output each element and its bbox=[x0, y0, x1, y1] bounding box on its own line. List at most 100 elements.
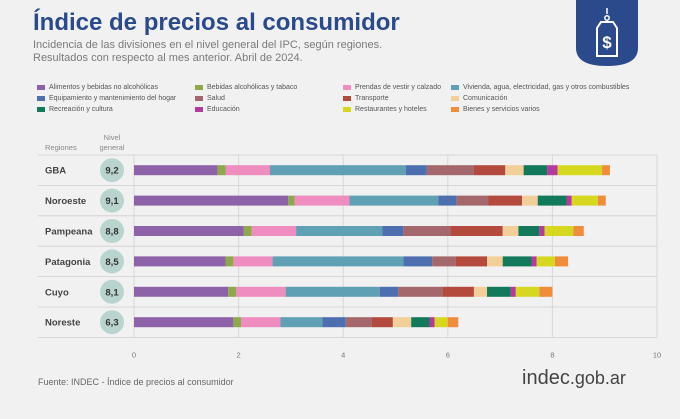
bar-segment bbox=[322, 317, 346, 328]
legend-label: Prendas de vestir y calzado bbox=[355, 84, 441, 91]
legend-swatch bbox=[195, 85, 203, 90]
legend-swatch bbox=[195, 107, 203, 112]
bar-segment bbox=[523, 165, 548, 176]
legend-item: Restaurantes y hoteles bbox=[343, 106, 427, 113]
x-tick-label: 2 bbox=[237, 350, 241, 359]
bar-segment bbox=[518, 226, 540, 236]
legend-label: Restaurantes y hoteles bbox=[355, 106, 427, 113]
bar-segment bbox=[434, 317, 448, 328]
level-badge bbox=[100, 219, 124, 243]
legend-item: Bebidas alcohólicas y tabaco bbox=[195, 84, 297, 91]
bar-segment bbox=[217, 165, 226, 176]
bar-segment bbox=[447, 317, 459, 328]
svg-text:$: $ bbox=[602, 33, 612, 52]
level-badge bbox=[100, 310, 124, 335]
bar-segment bbox=[502, 256, 532, 267]
legend-label: Alimentos y bebidas no alcohólicas bbox=[49, 84, 158, 91]
source-note: Fuente: INDEC - Índice de precios al con… bbox=[38, 377, 234, 387]
bar-segment bbox=[243, 226, 252, 236]
x-tick-label: 6 bbox=[446, 350, 450, 359]
level-badge bbox=[100, 249, 124, 274]
bar-segment bbox=[555, 256, 569, 267]
bar-segment bbox=[411, 317, 430, 328]
legend-item: Vivienda, agua, electricidad, gas y otro… bbox=[451, 84, 629, 91]
legend-label: Bebidas alcohólicas y tabaco bbox=[207, 84, 298, 91]
bar-segment bbox=[225, 256, 234, 267]
legend-swatch bbox=[451, 96, 459, 101]
legend-item: Comunicación bbox=[451, 95, 507, 102]
legend-item: Transporte bbox=[343, 95, 389, 102]
bar-segment bbox=[547, 165, 558, 176]
bar-segment bbox=[233, 317, 242, 328]
x-tick-label: 8 bbox=[550, 350, 554, 359]
bar-segment bbox=[405, 165, 427, 176]
level-value: 6,3 bbox=[105, 318, 118, 329]
bar-segment bbox=[269, 165, 406, 176]
bar-segment bbox=[429, 317, 435, 328]
bar-segment bbox=[134, 256, 226, 267]
legend-label: Comunicación bbox=[463, 95, 508, 102]
region-label: Patagonia bbox=[45, 257, 91, 268]
level-value: 8,8 bbox=[105, 227, 118, 238]
bar-segment bbox=[241, 317, 281, 328]
region-label: Cuyo bbox=[45, 287, 69, 298]
bar-segment bbox=[296, 226, 383, 236]
region-label: GBA bbox=[45, 166, 66, 177]
brand-domain: .gob.ar bbox=[569, 368, 626, 388]
bar-segment bbox=[505, 165, 524, 176]
bar-segment bbox=[539, 286, 553, 297]
price-tag-dollar-icon: $ bbox=[576, 0, 638, 66]
level-value: 9,1 bbox=[105, 196, 119, 207]
legend-label: Vivienda, agua, electricidad, gas y otro… bbox=[463, 84, 630, 91]
legend-item: Equipamiento y mantenimiento del hogar bbox=[37, 95, 176, 102]
level-header-line2: general bbox=[99, 143, 124, 152]
level-value: 8,1 bbox=[105, 287, 119, 298]
bar-segment bbox=[473, 286, 488, 297]
page-subtitle: Incidencia de las divisiones en el nivel… bbox=[33, 39, 382, 65]
legend-label: Educación bbox=[207, 106, 240, 113]
bar-segment bbox=[426, 165, 474, 176]
bar-segment bbox=[515, 286, 540, 297]
bar-segment bbox=[456, 195, 489, 206]
subtitle-line-2: Resultados con respecto al mes anterior.… bbox=[33, 52, 303, 64]
bar-segment bbox=[539, 226, 545, 236]
bar-segment bbox=[225, 165, 270, 176]
bar-segment bbox=[280, 317, 323, 328]
bar-segment bbox=[134, 226, 244, 236]
region-label: Noroeste bbox=[45, 196, 86, 207]
x-tick-label: 0 bbox=[132, 350, 136, 359]
bar-segment bbox=[597, 195, 606, 206]
bar-segment bbox=[573, 226, 584, 236]
x-tick-label: 4 bbox=[341, 350, 345, 359]
level-badge bbox=[100, 188, 124, 213]
legend-label: Salud bbox=[207, 95, 225, 102]
bar-segment bbox=[134, 286, 229, 297]
bar-segment bbox=[510, 286, 516, 297]
bar-segment bbox=[403, 226, 451, 236]
legend-label: Equipamiento y mantenimiento del hogar bbox=[49, 95, 177, 102]
legend-item: Prendas de vestir y calzado bbox=[343, 84, 441, 91]
region-label: Pampeana bbox=[45, 227, 93, 238]
bar-segment bbox=[557, 165, 603, 176]
legend-swatch bbox=[195, 96, 203, 101]
level-value: 8,5 bbox=[105, 257, 119, 268]
bar-segment bbox=[571, 195, 598, 206]
bar-segment bbox=[392, 317, 412, 328]
legend-swatch bbox=[451, 85, 459, 90]
legend-swatch bbox=[451, 107, 459, 112]
subtitle-line-1: Incidencia de las divisiones en el nivel… bbox=[33, 39, 383, 51]
legend-label: Bienes y servicios varios bbox=[463, 106, 540, 113]
legend-item: Educación bbox=[195, 106, 240, 113]
bar-segment bbox=[134, 317, 234, 328]
bar-segment bbox=[134, 195, 289, 206]
region-label: Noreste bbox=[45, 318, 80, 329]
legend-label: Transporte bbox=[355, 95, 389, 102]
legend-swatch bbox=[343, 85, 351, 90]
bar-segment bbox=[537, 195, 567, 206]
bar-segment bbox=[602, 165, 610, 176]
bar-segment bbox=[522, 195, 538, 206]
bar-segment bbox=[536, 256, 556, 267]
legend-item: Recreación y cultura bbox=[37, 106, 113, 113]
legend-item: Salud bbox=[195, 95, 225, 102]
